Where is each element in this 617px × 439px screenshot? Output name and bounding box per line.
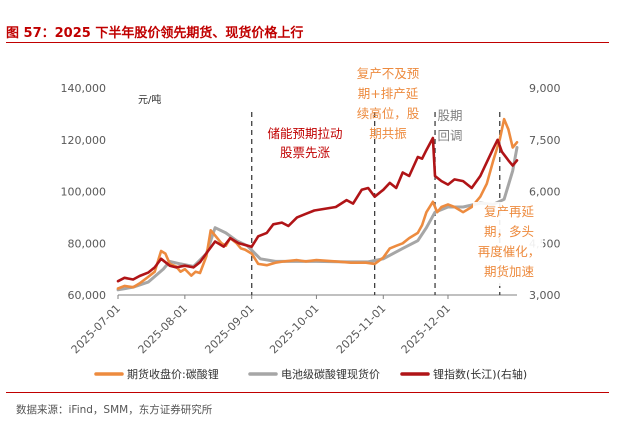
chart-annotations: 储能预期拉动股票先涨复产不及预期+排产延续高位，股期共振股期回调复产再延期，多头…: [267, 66, 543, 286]
y-left-tick-label: 80,000: [68, 237, 107, 250]
y-left-tick-label: 100,000: [61, 186, 107, 199]
annotation-line: 储能预期拉动: [267, 126, 342, 141]
annotation-line: 再度催化，: [478, 244, 541, 259]
annotation-line: 复产再延: [484, 204, 535, 219]
y-left-tick-label: 120,000: [61, 134, 107, 147]
annotation-line: 回调: [437, 128, 462, 143]
legend-label: 锂指数(长江)(右轴): [433, 367, 527, 381]
x-tick-label: 2025-11-01: [334, 302, 388, 356]
title-rule: [6, 42, 609, 43]
figure-title: 图 57：2025 下半年股价领先期货、现货价格上行: [6, 26, 304, 41]
annotation-line: 股票先涨: [280, 145, 331, 160]
y-right-tick-label: 7,500: [529, 134, 561, 147]
legend-label: 电池级碳酸锂现货价: [281, 367, 380, 381]
x-tick-label: 2025-12-01: [399, 302, 453, 356]
y-right-tick-label: 6,000: [529, 186, 561, 199]
annotation-line: 期，多头: [484, 224, 534, 239]
legend-item-1: 电池级碳酸锂现货价: [248, 367, 380, 381]
footer-rule: [6, 392, 609, 393]
annotation-line: 股期: [437, 108, 462, 123]
legend-item-0: 期货收盘价:碳酸锂: [94, 367, 219, 381]
y-left-unit-label: 元/吨: [138, 93, 161, 106]
annotation-line: 续高位，股: [357, 106, 420, 121]
legend-item-2: 锂指数(长江)(右轴): [400, 367, 527, 381]
annotation-line: 期共振: [369, 126, 407, 141]
series-line-0: [116, 117, 519, 290]
annotation-background: [473, 202, 543, 286]
y-left-tick-label: 140,000: [61, 82, 107, 95]
series-line-2: [116, 136, 519, 283]
chart-legend: 期货收盘价:碳酸锂 电池级碳酸锂现货价 锂指数(长江)(右轴): [94, 367, 527, 381]
annotation-line: 复产不及预: [357, 66, 420, 81]
x-tick-label: 2025-10-01: [267, 302, 321, 356]
y-right-tick-label: 3,000: [529, 289, 561, 302]
annotation-line: 期货加速: [484, 264, 535, 279]
chart-series-group: [116, 117, 519, 292]
x-tick-label: 2025-09-01: [202, 302, 256, 356]
source-note: 数据来源：iFind，SMM，东方证券研究所: [16, 404, 213, 416]
annotation-line: 期+排产延: [358, 86, 419, 101]
y-left-tick-label: 60,000: [68, 289, 107, 302]
x-tick-label: 2025-08-01: [136, 302, 190, 356]
y-right-tick-label: 9,000: [529, 82, 561, 95]
legend-label: 期货收盘价:碳酸锂: [127, 367, 219, 381]
x-tick-label: 2025-07-01: [69, 302, 123, 356]
